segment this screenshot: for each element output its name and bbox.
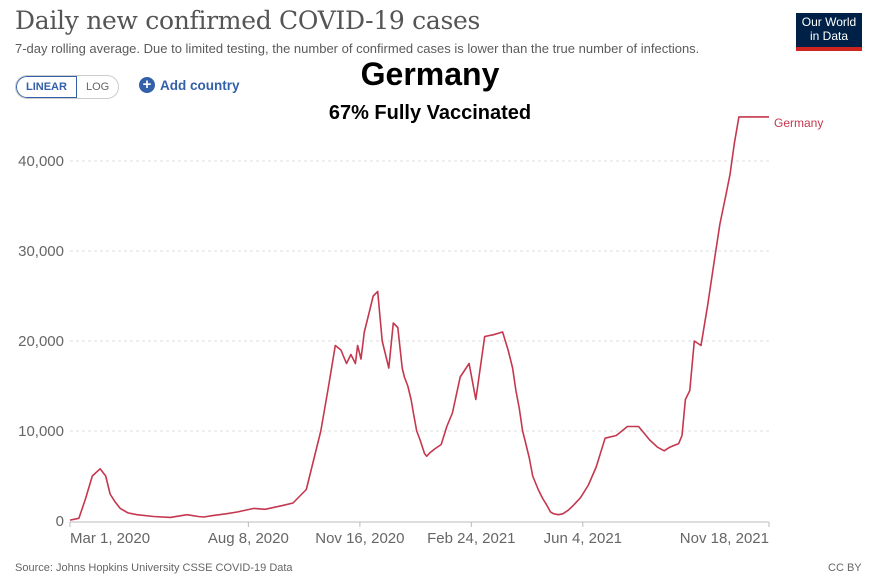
x-tick-label: Nov 16, 2020: [315, 530, 404, 547]
y-axis: 0 10,000 20,000 30,000 40,000: [18, 153, 64, 530]
add-country-button[interactable]: + Add country: [139, 77, 240, 93]
x-tick-label: Feb 24, 2021: [427, 530, 515, 547]
vaccination-overlay-text: 67% Fully Vaccinated: [328, 102, 532, 124]
logo-line-1: Our World: [801, 15, 857, 29]
x-tick-label: Jun 4, 2021: [544, 530, 622, 547]
x-axis: Mar 1, 2020 Aug 8, 2020 Nov 16, 2020 Feb 24…: [69, 521, 770, 547]
y-tick-label: 0: [56, 513, 64, 530]
series-line-germany: [69, 116, 769, 521]
owid-logo[interactable]: Our World in Data: [796, 13, 862, 51]
plus-circle-icon: +: [139, 77, 155, 93]
series-label-germany: Germany: [774, 116, 823, 130]
scale-toggle: LINEAR LOG: [15, 75, 120, 99]
x-tick-label: Nov 18, 2021: [680, 530, 769, 547]
y-tick-label: 40,000: [18, 153, 64, 170]
country-overlay-title: Germany: [360, 56, 500, 92]
y-tick-label: 10,000: [18, 423, 64, 440]
linear-scale-button[interactable]: LINEAR: [16, 76, 77, 98]
log-scale-button[interactable]: LOG: [85, 81, 110, 93]
series-group: Germany: [69, 116, 823, 521]
y-tick-label: 20,000: [18, 333, 64, 350]
add-country-label: Add country: [160, 77, 240, 93]
y-tick-label: 30,000: [18, 243, 64, 260]
x-tick-label: Mar 1, 2020: [70, 530, 150, 547]
chart-title: Daily new confirmed COVID-19 cases: [15, 6, 481, 35]
source-note: Source: Johns Hopkins University CSSE CO…: [15, 562, 293, 574]
license-link[interactable]: CC BY: [828, 562, 862, 574]
gridlines: [70, 160, 769, 432]
chart-subtitle: 7-day rolling average. Due to limited te…: [15, 41, 700, 56]
x-tick-label: Aug 8, 2020: [208, 530, 289, 547]
logo-line-2: in Data: [809, 29, 849, 43]
